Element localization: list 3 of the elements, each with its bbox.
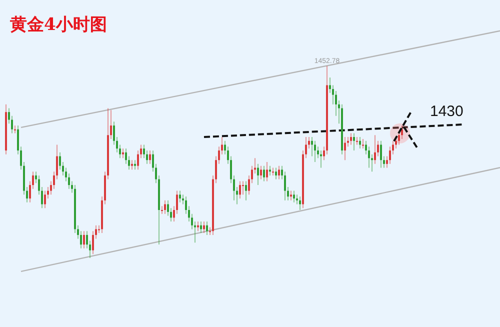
chart-title: 黄金4小时图 xyxy=(9,15,107,35)
candlestick xyxy=(161,206,163,214)
text: 1430 xyxy=(430,103,464,120)
